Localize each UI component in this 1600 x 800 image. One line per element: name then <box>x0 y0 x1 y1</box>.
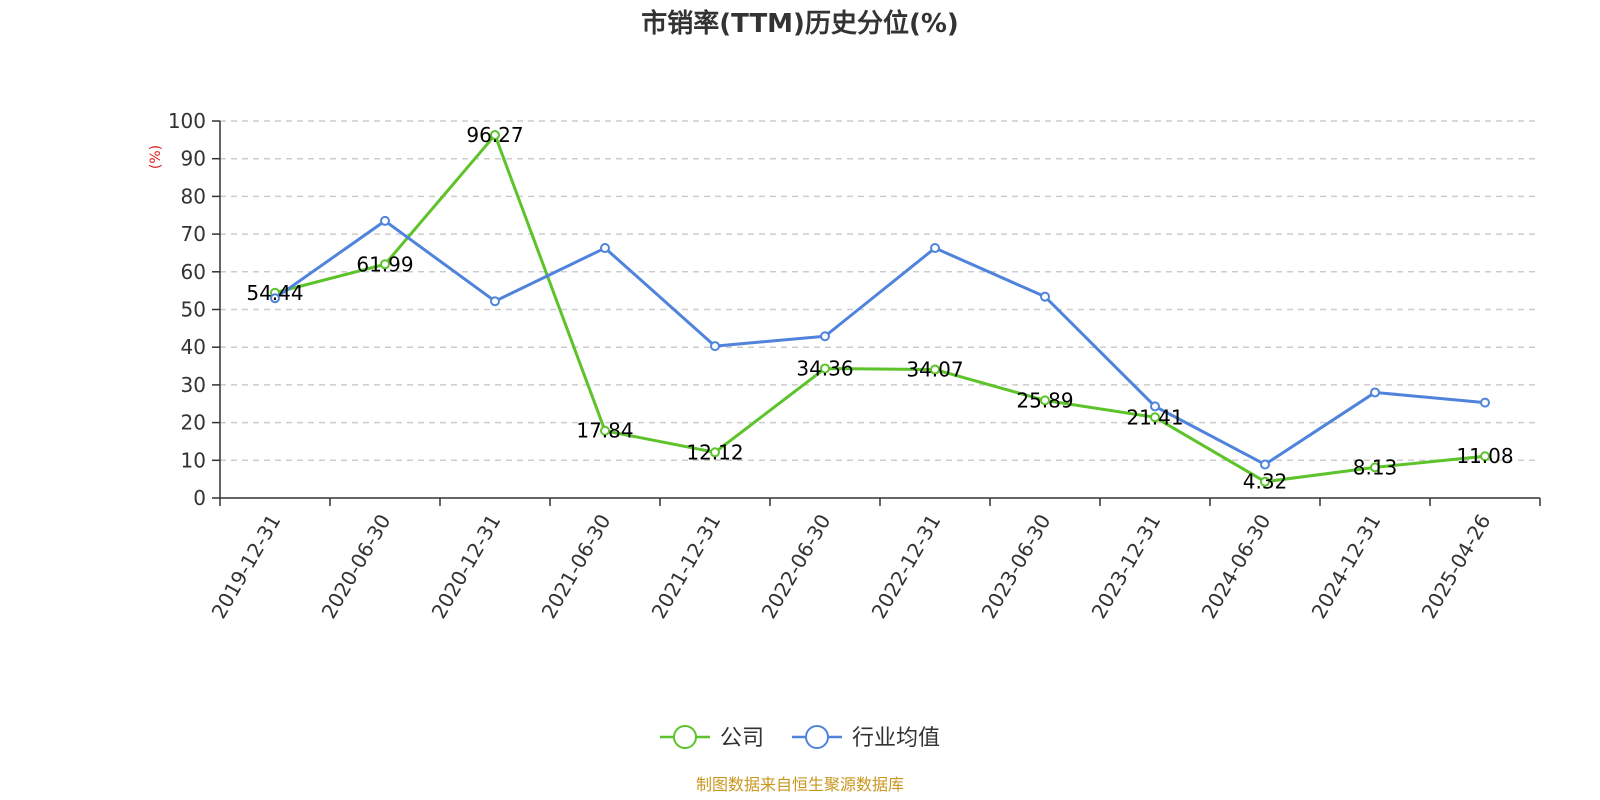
legend-label-1: 行业均值 <box>852 726 940 751</box>
chart-title: 市销率(TTM)历史分位(%) <box>641 8 959 39</box>
y-axis: 0 10 20 30 40 50 60 70 80 90 100 <box>168 109 221 510</box>
data-label: 25.89 <box>1016 388 1073 412</box>
series-line-0 <box>274 133 1486 484</box>
series-point <box>600 243 610 254</box>
series-point <box>1260 476 1270 487</box>
y-tick-label: 30 <box>181 373 206 397</box>
x-axis: 2019-12-31 2020-06-30 2020-12-31 2021-06-30… <box>206 497 1541 623</box>
x-tick-label: 2024-06-30 <box>1196 510 1275 623</box>
series-point <box>1260 459 1270 470</box>
series-point <box>820 363 830 374</box>
data-label: 8.13 <box>1353 455 1398 479</box>
data-label: 61.99 <box>356 252 413 276</box>
series-point <box>930 364 940 375</box>
source-note: 制图数据来自恒生聚源数据库 <box>696 775 904 794</box>
series-lines <box>270 130 1490 487</box>
data-label: 17.84 <box>576 419 633 443</box>
series-point <box>1040 395 1050 406</box>
series-point <box>1040 291 1050 302</box>
x-tick-label: 2023-12-31 <box>1086 510 1165 623</box>
data-label: 11.08 <box>1456 444 1513 468</box>
grid-lines <box>220 120 1540 462</box>
data-label: 54.44 <box>246 281 303 305</box>
series-point <box>710 447 720 458</box>
data-label: 4.32 <box>1243 470 1288 494</box>
x-tick-label: 2024-12-31 <box>1306 510 1385 623</box>
series-point <box>380 259 390 270</box>
series-point <box>270 293 280 304</box>
y-tick-label: 60 <box>181 260 206 284</box>
data-label: 21.41 <box>1126 405 1183 429</box>
y-tick-label: 0 <box>193 486 206 510</box>
series-point <box>930 243 940 254</box>
y-tick-label: 70 <box>181 222 206 246</box>
x-tick-label: 2020-12-31 <box>426 510 505 623</box>
y-tick-label: 40 <box>181 335 206 359</box>
series-point <box>600 425 610 436</box>
x-tick-label: 2025-04-26 <box>1416 510 1495 623</box>
x-tick-label: 2021-06-30 <box>536 510 615 623</box>
data-label: 12.12 <box>686 440 743 464</box>
data-label: 34.07 <box>906 358 963 382</box>
x-tick-label: 2023-06-30 <box>976 510 1055 623</box>
y-tick-label: 50 <box>181 298 206 322</box>
legend-label-0: 公司 <box>720 726 764 751</box>
series-point <box>380 215 390 226</box>
series-point <box>1370 462 1380 473</box>
data-labels: 54.44 61.99 96.27 17.84 12.12 34.36 34.07 25.89… <box>246 123 1513 494</box>
y-tick-label: 90 <box>181 147 206 171</box>
series-point <box>490 296 500 307</box>
x-tick-label: 2020-06-30 <box>316 510 395 623</box>
y-tick-label: 80 <box>181 184 206 208</box>
series-point <box>1480 397 1490 408</box>
series-point <box>1480 451 1490 462</box>
series-point <box>1150 412 1160 423</box>
x-tick-label: 2019-12-31 <box>206 510 285 623</box>
y-axis-unit: (%) <box>148 145 164 169</box>
x-tick-label: 2022-06-30 <box>756 510 835 623</box>
data-label: 34.36 <box>796 356 853 380</box>
legend-marker-0 <box>673 725 697 749</box>
series-point <box>710 341 720 352</box>
y-tick-label: 10 <box>181 448 206 472</box>
x-tick-label: 2022-12-31 <box>866 510 945 623</box>
series-point <box>820 331 830 342</box>
x-tick-label: 2021-12-31 <box>646 510 725 623</box>
series-point <box>490 130 500 141</box>
series-line-1 <box>274 219 1486 466</box>
series-point <box>1370 387 1380 398</box>
series-point <box>1150 401 1160 412</box>
legend-marker-1 <box>805 725 829 749</box>
data-label: 96.27 <box>466 123 523 147</box>
y-tick-label: 20 <box>181 411 206 435</box>
y-tick-label: 100 <box>168 109 206 133</box>
legend[interactable]: 公司 行业均值 <box>660 725 940 751</box>
